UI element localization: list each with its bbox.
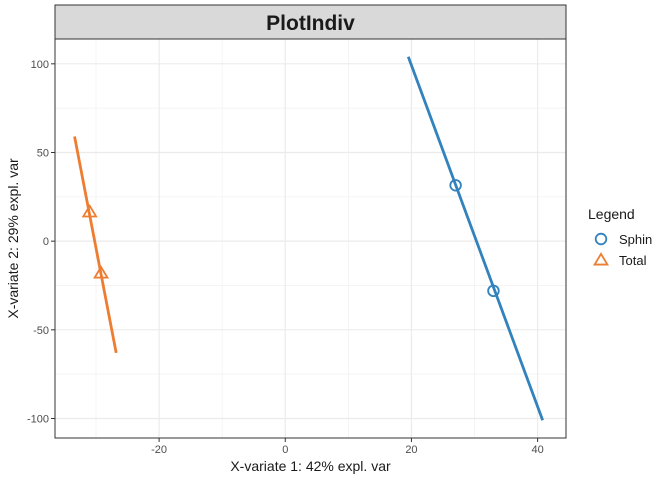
y-tick-label: 100 (31, 59, 49, 71)
data-point-sphin (487, 284, 500, 298)
y-tick-label: 50 (37, 147, 49, 159)
legend-key-total (593, 252, 609, 266)
series-line-total (73, 136, 118, 354)
data-point-total (81, 204, 98, 218)
series-lines (73, 56, 544, 421)
y-tick-label: -100 (27, 413, 49, 425)
y-axis: 100 50 0 -50 -100 (27, 59, 55, 425)
x-axis: -20 0 20 40 (151, 438, 544, 456)
legend-label-sphin: Sphin (619, 232, 652, 247)
chart-title: PlotIndiv (266, 12, 355, 35)
series-line-sphin (406, 56, 544, 421)
x-tick-label: -20 (151, 444, 167, 456)
grid (55, 39, 566, 438)
legend-title: Legend (588, 206, 635, 222)
x-axis-title: X-variate 1: 42% expl. var (230, 458, 391, 474)
plot-panel (55, 39, 566, 438)
series-points (81, 179, 500, 298)
y-axis-title: X-variate 2: 29% expl. var (5, 158, 21, 319)
legend-items: Sphin Total (593, 232, 652, 268)
strip-header (54, 4, 567, 40)
y-tick-label: -50 (33, 325, 49, 337)
x-tick-label: 40 (531, 444, 543, 456)
data-point-total (93, 265, 110, 279)
legend-key-sphin (594, 232, 608, 246)
data-point-sphin (449, 179, 462, 192)
x-tick-label: 20 (405, 444, 417, 456)
legend-label-total: Total (619, 253, 647, 268)
legend: Legend Sphin Total (588, 206, 652, 268)
x-tick-label: 0 (282, 444, 288, 456)
y-tick-label: 0 (43, 236, 49, 248)
